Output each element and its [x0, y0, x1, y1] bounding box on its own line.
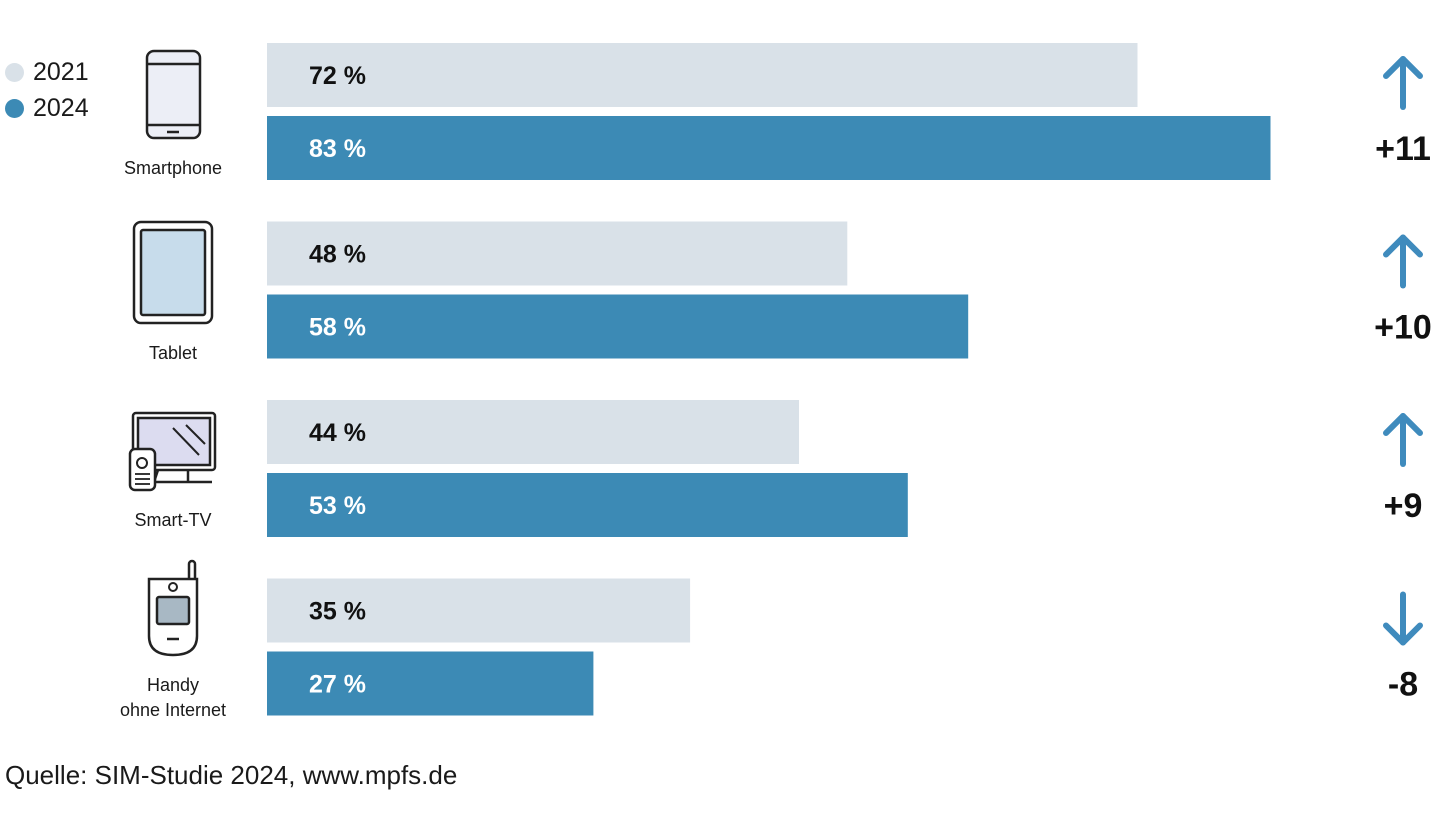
- category-label: Handy ohne Internet: [120, 675, 226, 720]
- change-label: +10: [1374, 309, 1432, 347]
- change-label: +9: [1384, 487, 1423, 525]
- bar-2021-3: [267, 578, 691, 643]
- source-note: Quelle: SIM-Studie 2024, www.mpfs.de: [5, 760, 458, 790]
- arrow-head: [1383, 413, 1423, 436]
- arrow-up-icon: [1383, 234, 1423, 289]
- arrow-head: [1383, 56, 1423, 79]
- bar-value-label: 48 %: [309, 241, 366, 269]
- arrow-up-icon: [1383, 413, 1423, 467]
- bar-2021-1: [267, 221, 848, 286]
- arrow-down-icon: [1383, 591, 1423, 646]
- bar-2021-2: [267, 400, 799, 464]
- smart-tv-icon: [128, 411, 217, 492]
- legend-swatch-2021: [5, 62, 24, 82]
- category-label: Tablet: [149, 343, 197, 363]
- legend-swatch-2024: [5, 98, 24, 118]
- bar-2024-0: [267, 116, 1271, 180]
- bar-value-label: 58 %: [309, 314, 366, 342]
- legend-label-2021: 2021: [33, 57, 89, 86]
- bar-value-label: 44 %: [309, 419, 366, 447]
- bar-value-label: 83 %: [309, 135, 366, 163]
- change-label: -8: [1388, 666, 1418, 704]
- legend-item-2024: 2024: [5, 90, 89, 126]
- legend-label-2024: 2024: [33, 93, 89, 122]
- bar-2024-1: [267, 294, 969, 359]
- category-label: Smart-TV: [134, 510, 211, 530]
- change-label: +11: [1375, 130, 1431, 168]
- bar-value-label: 27 %: [309, 671, 366, 699]
- legend: 2021 2024: [5, 54, 89, 126]
- bar-2021-0: [267, 43, 1138, 107]
- bar-2024-2: [267, 473, 908, 537]
- arrow-head: [1383, 622, 1423, 646]
- arrow-head: [1383, 234, 1423, 258]
- tablet-icon: [132, 220, 214, 325]
- smartphone-icon: [145, 49, 202, 140]
- bars: 72 % 83 % Smartphone 48 % 58 % Tablet 44 % 53 %…: [120, 43, 1271, 720]
- category-icons: [128, 49, 217, 657]
- legend-item-2021: 2021: [5, 54, 89, 90]
- category-label: Smartphone: [124, 158, 222, 178]
- bar-2024-3: [267, 651, 594, 716]
- bar-value-label: 53 %: [309, 492, 366, 520]
- bar-chart: 72 % 83 % Smartphone 48 % 58 % Tablet 44 % 53 %…: [120, 43, 1432, 720]
- change-indicators: +11 +10 +9 -8: [1374, 56, 1432, 704]
- bar-value-label: 72 %: [309, 62, 366, 90]
- arrow-up-icon: [1383, 56, 1423, 110]
- bar-value-label: 35 %: [309, 598, 366, 626]
- feature-phone-icon: [147, 559, 199, 657]
